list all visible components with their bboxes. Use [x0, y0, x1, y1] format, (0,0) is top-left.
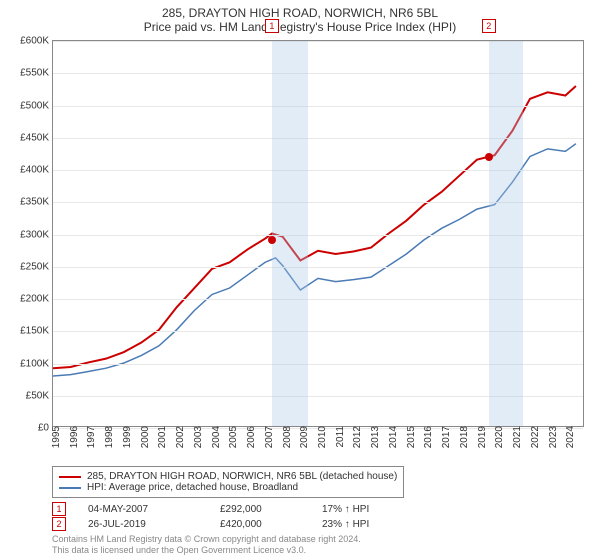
y-tick-label: £400K	[20, 165, 53, 176]
y-tick-label: £300K	[20, 229, 53, 240]
x-tick-label: 2011	[333, 426, 346, 448]
x-tick-label: 2006	[244, 426, 257, 448]
transaction-marker-box: 2	[52, 517, 66, 531]
x-tick-label: 2022	[528, 426, 541, 448]
legend-item: HPI: Average price, detached house, Broa…	[59, 482, 397, 493]
recession-band	[272, 41, 309, 426]
legend-swatch	[59, 487, 81, 489]
x-tick-label: 1996	[67, 426, 80, 448]
y-tick-label: £450K	[20, 132, 53, 143]
x-tick-label: 2007	[262, 426, 275, 448]
transaction-delta: 17% ↑ HPI	[322, 504, 369, 515]
legend-item: 285, DRAYTON HIGH ROAD, NORWICH, NR6 5BL…	[59, 471, 397, 482]
transaction-date: 26-JUL-2019	[88, 519, 198, 530]
y-tick-label: £100K	[20, 358, 53, 369]
x-tick-label: 1998	[102, 426, 115, 448]
transaction-price: £420,000	[220, 519, 300, 530]
x-tick-label: 2018	[457, 426, 470, 448]
transaction-table: 1 04-MAY-2007 £292,000 17% ↑ HPI 2 26-JUL-201…	[52, 501, 590, 532]
transaction-row: 2 26-JUL-2019 £420,000 23% ↑ HPI	[52, 517, 590, 531]
legend-label: 285, DRAYTON HIGH ROAD, NORWICH, NR6 5BL…	[87, 471, 397, 482]
y-tick-label: £200K	[20, 294, 53, 305]
y-tick-label: £600K	[20, 36, 53, 47]
y-tick-label: £250K	[20, 261, 53, 272]
y-tick-label: £350K	[20, 197, 53, 208]
x-tick-label: 2010	[315, 426, 328, 448]
transaction-date: 04-MAY-2007	[88, 504, 198, 515]
chart-area: £0£50K£100K£150K£200K£250K£300K£350K£400…	[10, 38, 590, 463]
transaction-row: 1 04-MAY-2007 £292,000 17% ↑ HPI	[52, 502, 590, 516]
x-tick-label: 2009	[297, 426, 310, 448]
price-point	[485, 153, 493, 161]
x-tick-label: 2024	[563, 426, 576, 448]
x-tick-label: 2017	[439, 426, 452, 448]
x-tick-label: 1997	[84, 426, 97, 448]
legend-swatch	[59, 476, 81, 478]
y-tick-label: £50K	[26, 390, 53, 401]
plot-region: £0£50K£100K£150K£200K£250K£300K£350K£400…	[52, 40, 584, 427]
footer-line-1: Contains HM Land Registry data © Crown c…	[52, 534, 590, 545]
x-tick-label: 2012	[350, 426, 363, 448]
x-tick-label: 2004	[209, 426, 222, 448]
transaction-delta: 23% ↑ HPI	[322, 519, 369, 530]
price-point	[268, 236, 276, 244]
legend-label: HPI: Average price, detached house, Broa…	[87, 482, 298, 493]
x-tick-label: 2021	[510, 426, 523, 448]
x-tick-label: 2015	[404, 426, 417, 448]
x-tick-label: 2016	[421, 426, 434, 448]
recession-band	[489, 41, 523, 426]
transaction-price: £292,000	[220, 504, 300, 515]
x-tick-label: 2001	[155, 426, 168, 448]
chart-title: 285, DRAYTON HIGH ROAD, NORWICH, NR6 5BL	[10, 6, 590, 20]
transaction-marker-box: 1	[52, 502, 66, 516]
chart-subtitle: Price paid vs. HM Land Registry's House …	[10, 20, 590, 34]
footer-attribution: Contains HM Land Registry data © Crown c…	[52, 534, 590, 556]
x-tick-label: 2000	[138, 426, 151, 448]
footer-line-2: This data is licensed under the Open Gov…	[52, 545, 590, 556]
x-tick-label: 1995	[49, 426, 62, 448]
x-tick-label: 2014	[386, 426, 399, 448]
chart-container: 285, DRAYTON HIGH ROAD, NORWICH, NR6 5BL…	[0, 0, 600, 560]
marker-box: 1	[265, 19, 279, 33]
y-tick-label: £150K	[20, 326, 53, 337]
x-tick-label: 2020	[492, 426, 505, 448]
marker-box: 2	[482, 19, 496, 33]
x-tick-label: 2002	[173, 426, 186, 448]
y-tick-label: £550K	[20, 68, 53, 79]
x-tick-label: 1999	[120, 426, 133, 448]
x-tick-label: 2005	[226, 426, 239, 448]
x-tick-label: 2019	[475, 426, 488, 448]
x-tick-label: 2003	[191, 426, 204, 448]
x-tick-label: 2013	[368, 426, 381, 448]
x-tick-label: 2023	[546, 426, 559, 448]
legend: 285, DRAYTON HIGH ROAD, NORWICH, NR6 5BL…	[52, 466, 404, 498]
y-tick-label: £500K	[20, 100, 53, 111]
x-tick-label: 2008	[280, 426, 293, 448]
